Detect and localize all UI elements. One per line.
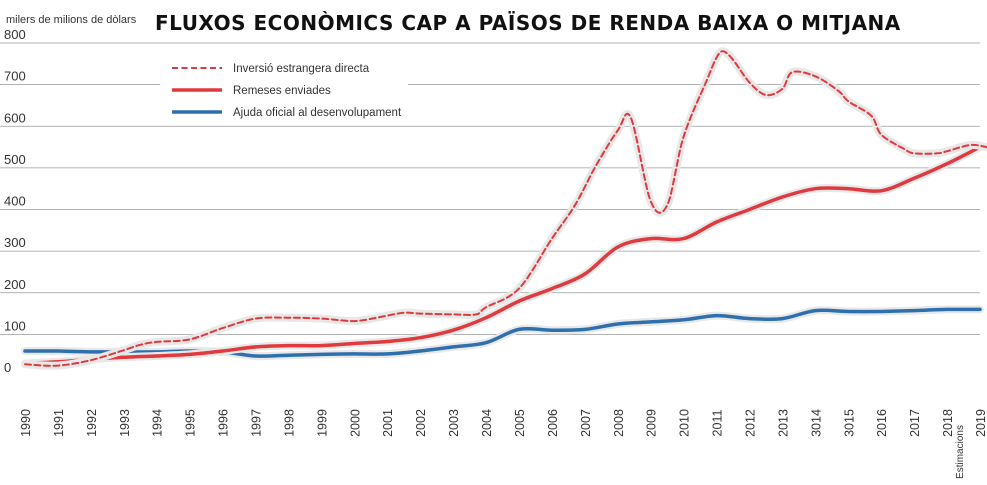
x-tick-label: 2016 [875, 409, 889, 437]
y-tick-label: 800 [4, 27, 26, 42]
x-tick-label: 2000 [348, 409, 362, 437]
x-tick-label: 2007 [579, 409, 593, 437]
x-tick-label: 3014 [809, 409, 823, 437]
x-tick-label: 2003 [447, 409, 461, 437]
y-axis-unit-label: milers de milions de dòlars [6, 14, 137, 26]
series-halo-2 [21, 305, 984, 361]
series-lines [21, 47, 987, 370]
x-tick-label: 1999 [315, 409, 329, 437]
y-axis-ticks: 0 100 200 300 400 500 600 700 800 [4, 27, 26, 375]
x-tick-label: 2008 [612, 409, 626, 437]
y-tick-label: 500 [4, 152, 26, 167]
legend-label: Remeses enviades [233, 85, 331, 97]
legend: Inversió estrangera directa Remeses envia… [160, 52, 408, 122]
x-axis-ticks: 1990 1991 1992 1993 1994 1995 1996 1997 1998 1999… [19, 409, 987, 479]
x-tick-label: 1991 [52, 409, 66, 437]
x-tick-label: 2002 [414, 409, 428, 437]
legend-label: Ajuda oficial al desenvolupament [233, 107, 402, 119]
x-tick-label: 2010 [678, 409, 692, 437]
x-tick-label: 1994 [151, 409, 165, 437]
y-tick-label: 600 [4, 110, 26, 125]
chart-title: FLUXOS ECONÒMICS CAP A PAÏSOS DE RENDA B… [155, 11, 901, 35]
x-tick-label: 2012 [743, 409, 757, 437]
x-tick-label: 2009 [645, 409, 659, 437]
x-tick-note: Estimacions [955, 425, 966, 479]
x-tick-label: 2001 [381, 409, 395, 437]
y-tick-label: 0 [4, 360, 11, 375]
x-tick-label: 2004 [480, 409, 494, 437]
x-tick-label: 1990 [19, 409, 33, 437]
series-line-inversió [24, 50, 987, 367]
y-tick-label: 200 [4, 277, 26, 292]
x-tick-label: 2017 [908, 409, 922, 437]
x-tick-label: 2013 [776, 409, 790, 437]
y-tick-label: 700 [4, 69, 26, 84]
x-tick-label: 2006 [546, 409, 560, 437]
x-tick-label: 1997 [250, 409, 264, 437]
x-tick-label: 2019 [974, 409, 987, 437]
x-tick-label: 1998 [282, 409, 296, 437]
series-line-remeses [23, 145, 982, 366]
y-tick-label: 300 [4, 235, 26, 250]
x-tick-label: 1995 [184, 409, 198, 437]
x-tick-label: 2018 [941, 409, 955, 437]
series-halo-1 [21, 143, 984, 368]
legend-label: Inversió estrangera directa [233, 63, 370, 75]
x-tick-label: 1993 [118, 409, 132, 437]
y-tick-label: 400 [4, 194, 26, 209]
x-tick-label: 1996 [217, 409, 231, 437]
x-tick-label: 3015 [842, 409, 856, 437]
x-tick-label: 2005 [513, 409, 527, 437]
y-tick-label: 100 [4, 318, 26, 333]
x-tick-label: 1992 [85, 409, 99, 437]
x-tick-label: 2011 [711, 410, 725, 437]
